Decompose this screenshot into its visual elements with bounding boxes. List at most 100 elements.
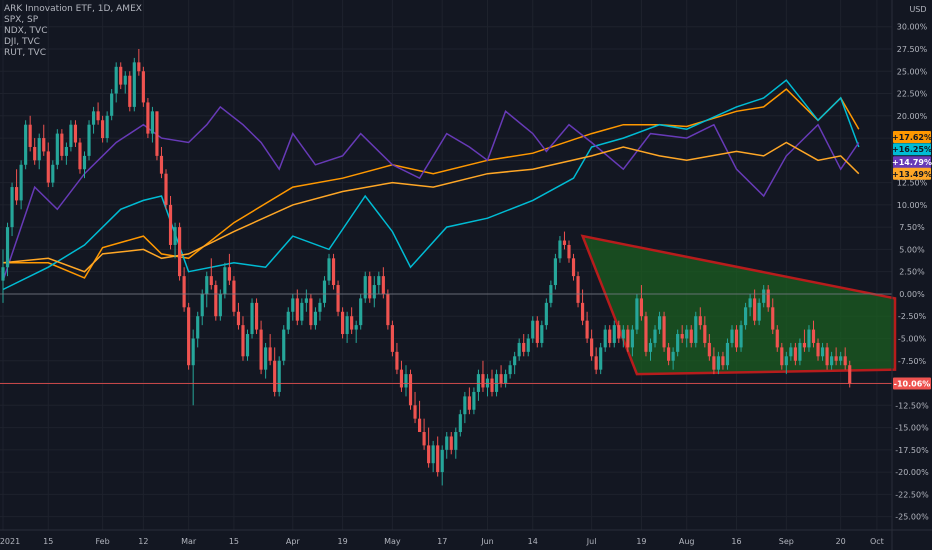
- candle-body: [667, 347, 671, 361]
- candle-body: [449, 436, 453, 450]
- x-tick-label: May: [384, 537, 401, 546]
- y-tick-label: 2.50%: [899, 268, 925, 277]
- candle-body: [621, 329, 625, 339]
- y-tick-label: -20.00%: [895, 468, 929, 477]
- candle-body: [848, 365, 852, 384]
- candle-body: [689, 329, 693, 343]
- badge-rut-bg: [893, 167, 931, 180]
- candle-body: [712, 356, 716, 370]
- candle-body: [132, 62, 136, 107]
- candle-body: [653, 329, 657, 343]
- candle-body: [626, 329, 630, 348]
- candle-body: [590, 338, 594, 357]
- candle-body: [354, 325, 358, 330]
- candle-body: [422, 432, 426, 446]
- candle-body: [87, 124, 91, 156]
- x-tick-label: Oct: [870, 537, 884, 546]
- candle-body: [69, 124, 73, 147]
- candle-body: [78, 142, 82, 170]
- candle-body: [676, 334, 680, 352]
- candle-body: [594, 356, 598, 370]
- badge-arkk-bg: [893, 377, 931, 390]
- candle-body: [245, 334, 250, 357]
- legend-title[interactable]: ARK Innovation ETF, 1D, AMEX: [4, 4, 142, 14]
- x-tick-label: Feb: [96, 537, 110, 546]
- y-tick-label: -12.50%: [895, 401, 929, 410]
- candle-body: [33, 146, 37, 161]
- candle-body: [553, 258, 557, 286]
- candle-body: [748, 298, 752, 308]
- candle-body: [585, 320, 589, 339]
- candle-body: [264, 347, 268, 370]
- candle-body: [178, 227, 182, 277]
- candle-body: [268, 347, 272, 361]
- candle-body: [798, 342, 802, 361]
- candle-body: [834, 356, 838, 361]
- y-tick-label: 7.50%: [899, 223, 925, 232]
- candle-body: [295, 298, 299, 321]
- candle-body: [209, 276, 213, 286]
- candle-body: [485, 378, 490, 388]
- x-axis[interactable]: 2021 15 Feb 12 Mar 15 Apr 19 May 17 Jun 14 Jul 19 Aug 1…: [0, 529, 932, 546]
- candle-body: [232, 280, 236, 312]
- candle-body: [531, 320, 535, 339]
- currency-label: USD: [909, 5, 926, 14]
- candle-body: [671, 351, 675, 361]
- candle-body: [196, 316, 200, 339]
- candle-body: [336, 285, 340, 312]
- candle-body: [60, 133, 64, 156]
- candle-body: [159, 155, 164, 174]
- candle-body: [830, 356, 834, 366]
- candle-body: [811, 329, 816, 343]
- candle-body: [694, 316, 698, 343]
- candle-body: [236, 311, 241, 326]
- legend-item-spx[interactable]: SPX, SP: [4, 15, 39, 25]
- y-tick-label: 25.00%: [897, 67, 928, 76]
- candle-body: [558, 240, 562, 259]
- candle-body: [214, 285, 218, 317]
- x-tick-label: 20: [836, 537, 846, 546]
- x-tick-label: 17: [437, 537, 447, 546]
- candle-body: [259, 329, 263, 370]
- candle-body: [780, 347, 784, 366]
- candle-body: [200, 293, 204, 317]
- legend-item-ndx[interactable]: NDX, TVC: [4, 26, 48, 36]
- x-tick-label: Aug: [679, 537, 695, 546]
- candle-body: [37, 138, 41, 161]
- y-tick-label: -2.50%: [898, 312, 927, 321]
- legend-item-rut[interactable]: RUT, TVC: [4, 48, 46, 58]
- last-value-badges: +17.62% +16.25% +14.79% +13.49% -10.06%: [892, 130, 932, 390]
- badge-ndx-text: +16.25%: [892, 145, 932, 154]
- candle-body: [254, 302, 259, 330]
- candle-body: [82, 155, 87, 170]
- candle-body: [445, 436, 449, 450]
- candle-body: [703, 325, 707, 343]
- candle-body: [490, 378, 494, 392]
- candle-body: [540, 325, 544, 343]
- x-tick-label: Jun: [480, 537, 494, 546]
- candle-body: [341, 311, 345, 335]
- candle-body: [839, 356, 843, 361]
- candle-body: [114, 66, 118, 94]
- candle-body: [73, 124, 78, 143]
- candle-body: [137, 62, 141, 72]
- x-tick-label: 12: [138, 537, 148, 546]
- candle-body: [227, 267, 231, 281]
- legend-item-dji[interactable]: DJI, TVC: [4, 37, 40, 47]
- candle-body: [504, 374, 508, 384]
- candle-body: [408, 374, 413, 406]
- candle-body: [499, 374, 503, 384]
- candle-body: [657, 316, 662, 330]
- candle-body: [567, 244, 571, 259]
- x-tick-label: 16: [731, 537, 741, 546]
- candle-body: [494, 374, 499, 392]
- candle-body: [155, 111, 159, 156]
- candle-body: [766, 289, 770, 308]
- candle-body: [404, 374, 408, 388]
- candle-body: [318, 302, 322, 312]
- candle-body: [313, 311, 318, 326]
- candle-body: [789, 347, 793, 357]
- candle-body: [381, 276, 385, 294]
